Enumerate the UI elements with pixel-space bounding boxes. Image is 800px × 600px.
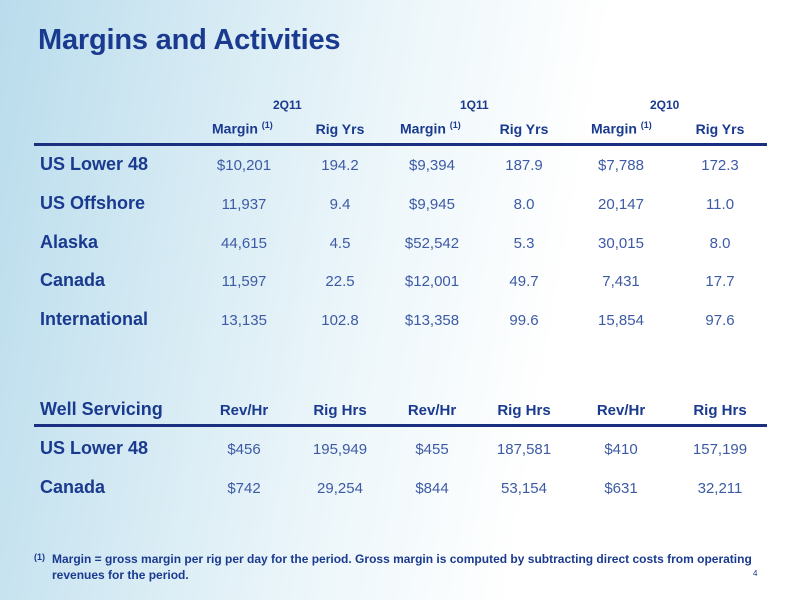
table-cell: 194.2 bbox=[321, 157, 359, 174]
column-header-rig-yrs: Rig Yrs bbox=[315, 121, 365, 137]
table-cell: 32,211 bbox=[697, 480, 743, 497]
table-cell: 102.8 bbox=[321, 312, 359, 329]
section-divider bbox=[34, 424, 767, 427]
table-cell: 11.0 bbox=[705, 196, 735, 213]
column-header-margin: Margin (1) bbox=[400, 120, 461, 137]
column-header-rig-hrs: Rig Hrs bbox=[693, 402, 747, 419]
table-cell: 17.7 bbox=[705, 273, 735, 290]
table-cell: $742 bbox=[227, 480, 261, 497]
table-cell: 15,854 bbox=[598, 312, 644, 329]
row-label: US Offshore bbox=[40, 193, 146, 213]
table-cell: $844 bbox=[415, 480, 449, 497]
header-divider bbox=[34, 143, 767, 146]
table-cell: 44,615 bbox=[221, 235, 267, 252]
footnote-text: Margin = gross margin per rig per day fo… bbox=[52, 552, 752, 582]
section-title-well-servicing: Well Servicing bbox=[40, 399, 163, 419]
column-header-rev-hr: Rev/Hr bbox=[407, 402, 457, 419]
table-cell: 187,581 bbox=[496, 441, 552, 458]
page-title: Margins and Activities bbox=[38, 24, 341, 56]
row-label: Canada bbox=[40, 270, 106, 290]
table-cell: $12,001 bbox=[404, 273, 460, 290]
table-cell: 30,015 bbox=[598, 235, 644, 252]
row-label: Canada bbox=[40, 477, 106, 497]
footnote-marker: (1) bbox=[34, 552, 45, 562]
table-cell: 5.3 bbox=[513, 235, 535, 252]
table-cell: 99.6 bbox=[509, 312, 539, 329]
page-number: 4 bbox=[753, 569, 758, 578]
table-cell: 195,949 bbox=[312, 441, 368, 458]
table-cell: 97.6 bbox=[705, 312, 735, 329]
row-label: International bbox=[40, 309, 149, 329]
column-header-rig-hrs: Rig Hrs bbox=[497, 402, 551, 419]
period-header-2q11: 2Q11 bbox=[273, 98, 302, 112]
table-cell: $9,394 bbox=[409, 157, 455, 174]
table-cell: 4.5 bbox=[329, 235, 351, 252]
table-cell: $455 bbox=[415, 441, 449, 458]
table-cell: 49.7 bbox=[509, 273, 539, 290]
table-cell: 13,135 bbox=[221, 312, 267, 329]
table-cell: 53,154 bbox=[501, 480, 547, 497]
column-header-rig-yrs: Rig Yrs bbox=[499, 121, 549, 137]
table-cell: 8.0 bbox=[709, 235, 731, 252]
table-cell: 11,937 bbox=[221, 196, 267, 213]
table-cell: 7,431 bbox=[602, 273, 640, 290]
table-cell: $13,358 bbox=[404, 312, 460, 329]
table-cell: $9,945 bbox=[409, 196, 455, 213]
table-cell: $410 bbox=[604, 441, 638, 458]
table-cell: 172.3 bbox=[701, 157, 739, 174]
row-label: Alaska bbox=[40, 232, 99, 252]
row-label: US Lower 48 bbox=[40, 438, 149, 458]
table-cell: 22.5 bbox=[325, 273, 355, 290]
table-cell: $7,788 bbox=[598, 157, 644, 174]
column-header-rig-hrs: Rig Hrs bbox=[313, 402, 367, 419]
table-cell: $10,201 bbox=[216, 157, 272, 174]
table-cell: $52,542 bbox=[404, 235, 460, 252]
table-cell: $456 bbox=[227, 441, 261, 458]
column-header-margin: Margin (1) bbox=[212, 120, 273, 137]
column-header-rig-yrs: Rig Yrs bbox=[695, 121, 745, 137]
table-cell: $631 bbox=[604, 480, 638, 497]
table-cell: 20,147 bbox=[598, 196, 644, 213]
column-header-rev-hr: Rev/Hr bbox=[596, 402, 646, 419]
period-header-1q11: 1Q11 bbox=[460, 98, 489, 112]
column-header-margin: Margin (1) bbox=[591, 120, 652, 137]
table-cell: 11,597 bbox=[221, 273, 267, 290]
table-cell: 8.0 bbox=[513, 196, 535, 213]
table-cell: 187.9 bbox=[505, 157, 543, 174]
column-header-rev-hr: Rev/Hr bbox=[219, 402, 269, 419]
period-header-2q10: 2Q10 bbox=[650, 98, 680, 112]
table-cell: 157,199 bbox=[692, 441, 748, 458]
table-cell: 29,254 bbox=[317, 480, 363, 497]
row-label: US Lower 48 bbox=[40, 154, 149, 174]
table-cell: 9.4 bbox=[329, 196, 351, 213]
footnote: (1) Margin = gross margin per rig per da… bbox=[34, 551, 754, 583]
